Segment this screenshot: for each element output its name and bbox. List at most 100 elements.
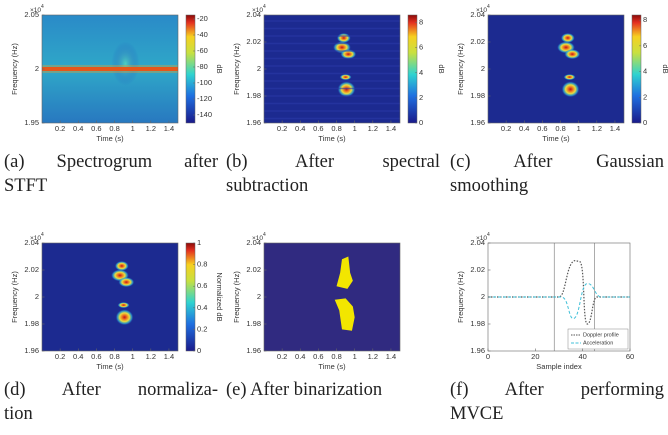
caption: (a) Spectrogrum after STFT <box>4 152 218 200</box>
caption-line: tion <box>4 404 33 424</box>
colorbar-tick-label: 6 <box>419 43 423 52</box>
y-tick-label: 2.04 <box>24 238 39 247</box>
x-tick-label: 0.4 <box>73 352 83 361</box>
colorbar-label: dB <box>215 64 224 73</box>
caption-line: (a) Spectrogrum after <box>4 152 218 172</box>
colorbar-tick-label: -60 <box>197 46 208 55</box>
x-tick-label: 1 <box>131 124 135 133</box>
y-tick-label: 2.02 <box>246 265 261 274</box>
caption: (d) After normaliza-tion <box>4 380 218 428</box>
x-tick-label: 0.6 <box>91 124 101 133</box>
x-tick-label: 0.2 <box>55 352 65 361</box>
x-tick-label: 1 <box>353 352 357 361</box>
exponent-power: 4 <box>487 232 490 238</box>
colorbar-tick-label: 2 <box>419 93 423 102</box>
y-label: Frequency (Hz) <box>232 43 241 95</box>
colorbar-tick-label: 1 <box>197 238 201 247</box>
exponent: ×104 <box>252 232 266 241</box>
blob <box>564 49 581 60</box>
colorbar-tick-label: 4 <box>419 68 423 77</box>
panel: 0.2 0.4 0.6 0.8 1 1.2 1.4 1.96 1.98 2 2.02 2.04 Time… <box>456 4 668 143</box>
y-tick-label: 1.96 <box>470 346 485 355</box>
x-tick-label: 1 <box>577 124 581 133</box>
exponent-power: 4 <box>41 4 44 10</box>
region <box>336 256 353 289</box>
x-tick-label: 0.4 <box>519 124 529 133</box>
y-tick-label: 2.04 <box>470 10 485 19</box>
colorbar-tick-label: 0.6 <box>197 281 207 290</box>
y-tick-label: 2 <box>481 64 485 73</box>
y-tick-label: 2.02 <box>24 265 39 274</box>
x-tick-label: 0.8 <box>331 124 341 133</box>
caption-line: (e) After binarization <box>226 380 383 400</box>
caption-line: (c) After Gaussian <box>450 152 664 172</box>
caption-line: subtraction <box>226 176 309 196</box>
x-tick-label: 0.2 <box>501 124 511 133</box>
y-tick-label: 1.96 <box>470 118 485 127</box>
caption-line: (b) After spectral <box>226 152 440 172</box>
y-label: Frequency (Hz) <box>10 271 19 323</box>
region <box>334 298 355 331</box>
x-tick-label: 1.4 <box>386 352 396 361</box>
y-tick-label: 1.98 <box>470 319 485 328</box>
caption: (e) After binarization <box>226 380 440 404</box>
exponent-base: ×10 <box>30 7 41 14</box>
colorbar-tick-label: 0 <box>643 118 647 127</box>
colorbar <box>185 14 196 124</box>
x-tick-label: 0.8 <box>331 352 341 361</box>
caption: (b) After spectral subtraction <box>226 152 440 200</box>
background <box>264 15 400 123</box>
y-tick-label: 1.96 <box>24 346 39 355</box>
colorbar-tick-label: 0.4 <box>197 303 207 312</box>
colorbar-tick-label: -40 <box>197 30 208 39</box>
panel: 0.2 0.4 0.6 0.8 1 1.2 1.4 1.95 2 2.05 Time (s) Freq… <box>10 4 224 143</box>
exponent: ×104 <box>252 4 266 13</box>
blob <box>339 74 352 81</box>
blob <box>560 32 575 43</box>
y-label: Frequency (Hz) <box>10 43 19 95</box>
x-tick-label: 40 <box>578 352 586 361</box>
y-tick-label: 2.02 <box>470 37 485 46</box>
legend-label: Doppler profile <box>583 332 619 338</box>
colorbar <box>407 14 418 124</box>
exponent: ×104 <box>476 232 490 241</box>
image <box>264 15 400 123</box>
x-tick-label: 0.8 <box>555 124 565 133</box>
y-tick-label: 1.98 <box>24 319 39 328</box>
exponent-power: 4 <box>263 4 266 10</box>
exponent-power: 4 <box>41 232 44 238</box>
caption-line: MVCE <box>450 404 504 424</box>
blob <box>561 81 580 98</box>
y-tick-label: 1.95 <box>24 118 39 127</box>
x-tick-label: 1.4 <box>164 124 174 133</box>
y-label: Frequency (Hz) <box>232 271 241 323</box>
colorbar-tick-label: 0 <box>197 346 201 355</box>
x-tick-label: 0.6 <box>91 352 101 361</box>
background <box>42 243 178 351</box>
x-tick-label: 20 <box>531 352 539 361</box>
x-tick-label: 0.6 <box>313 352 323 361</box>
y-tick-label: 2 <box>35 292 39 301</box>
colorbar <box>185 242 196 352</box>
blob <box>115 309 134 326</box>
y-tick-label: 2.02 <box>470 265 485 274</box>
colorbar-tick-label: 0.2 <box>197 324 207 333</box>
x-label: Time (s) <box>96 134 124 143</box>
blob <box>117 302 130 309</box>
x-tick-label: 0.6 <box>537 124 547 133</box>
acceleration-curve <box>488 282 630 320</box>
blob <box>111 41 140 86</box>
y-tick-label: 2 <box>481 292 485 301</box>
exponent-power: 4 <box>263 232 266 238</box>
x-tick-label: 0.2 <box>277 124 287 133</box>
doppler-curve <box>488 259 630 325</box>
y-tick-label: 2 <box>257 64 261 73</box>
exponent: ×104 <box>30 4 44 13</box>
legend-label: Acceleration <box>583 340 613 346</box>
background <box>488 15 624 123</box>
y-tick-label: 2.02 <box>246 37 261 46</box>
caption-line: (f) After performing <box>450 380 664 400</box>
background <box>264 243 400 351</box>
x-tick-label: 1.2 <box>146 124 156 133</box>
